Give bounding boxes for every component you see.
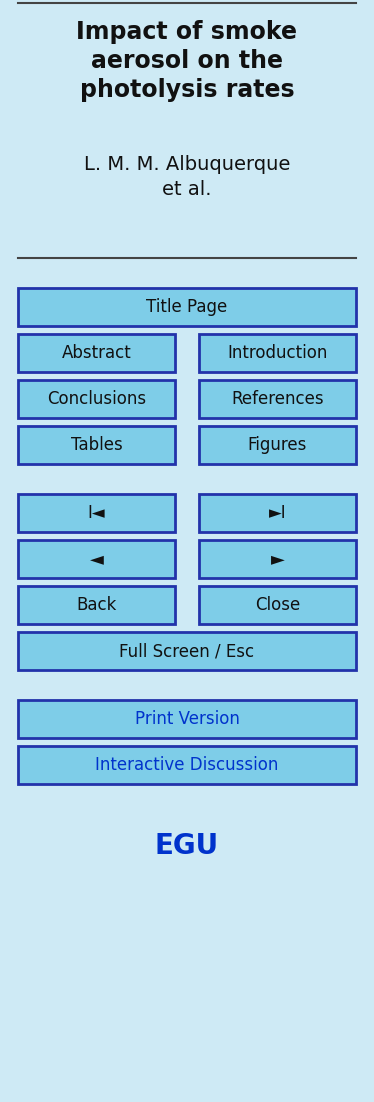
Text: Back: Back	[76, 596, 117, 614]
Text: I◄: I◄	[88, 504, 105, 522]
Text: EGU: EGU	[155, 832, 219, 860]
Text: ►I: ►I	[269, 504, 286, 522]
FancyBboxPatch shape	[18, 633, 356, 670]
Text: Tables: Tables	[71, 436, 122, 454]
FancyBboxPatch shape	[199, 586, 356, 624]
Text: ►: ►	[270, 550, 285, 568]
FancyBboxPatch shape	[18, 494, 175, 532]
FancyBboxPatch shape	[199, 540, 356, 579]
Text: Conclusions: Conclusions	[47, 390, 146, 408]
FancyBboxPatch shape	[199, 380, 356, 418]
Text: Interactive Discussion: Interactive Discussion	[95, 756, 279, 774]
FancyBboxPatch shape	[18, 746, 356, 784]
FancyBboxPatch shape	[199, 426, 356, 464]
FancyBboxPatch shape	[18, 380, 175, 418]
FancyBboxPatch shape	[18, 334, 175, 372]
Text: L. M. M. Albuquerque
et al.: L. M. M. Albuquerque et al.	[84, 155, 290, 199]
Text: Abstract: Abstract	[62, 344, 131, 361]
FancyBboxPatch shape	[18, 586, 175, 624]
Text: Introduction: Introduction	[227, 344, 328, 361]
FancyBboxPatch shape	[18, 700, 356, 738]
FancyBboxPatch shape	[199, 334, 356, 372]
Text: References: References	[231, 390, 324, 408]
Text: Close: Close	[255, 596, 300, 614]
FancyBboxPatch shape	[18, 426, 175, 464]
Text: Impact of smoke
aerosol on the
photolysis rates: Impact of smoke aerosol on the photolysi…	[77, 20, 297, 101]
Text: Print Version: Print Version	[135, 710, 239, 728]
FancyBboxPatch shape	[199, 494, 356, 532]
FancyBboxPatch shape	[18, 540, 175, 579]
FancyBboxPatch shape	[18, 288, 356, 326]
Text: ◄: ◄	[89, 550, 104, 568]
Text: Title Page: Title Page	[146, 298, 228, 316]
Text: Full Screen / Esc: Full Screen / Esc	[119, 642, 255, 660]
Text: Figures: Figures	[248, 436, 307, 454]
